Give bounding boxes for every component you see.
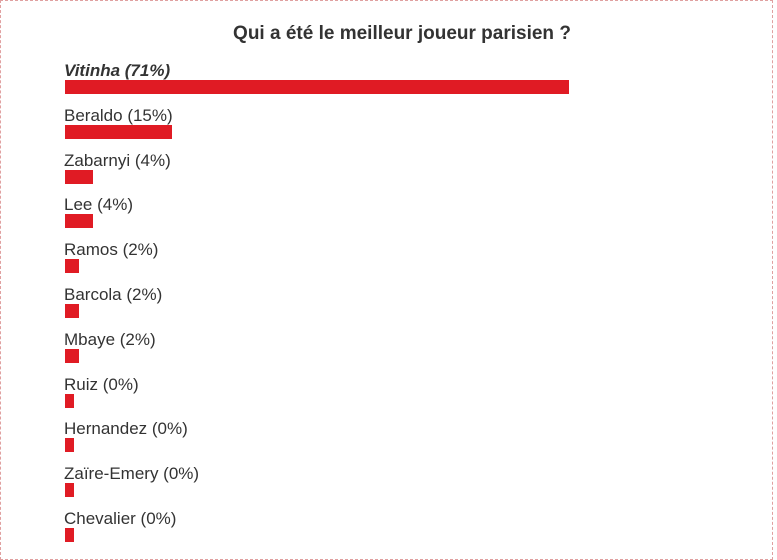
poll-result-bar	[65, 393, 74, 408]
poll-option: Zabarnyi (4%)	[64, 151, 714, 196]
poll-result-bar	[65, 259, 79, 274]
poll-option: Beraldo (15%)	[64, 106, 714, 151]
poll-result-bar	[65, 527, 74, 542]
poll-option: Chevalier (0%)	[64, 509, 714, 554]
poll-result-bar	[65, 303, 79, 318]
poll-option: Vitinha (71%)	[64, 61, 714, 106]
poll-option-label: Zaïre-Emery (0%)	[64, 464, 200, 484]
poll-option: Mbaye (2%)	[64, 330, 714, 375]
poll-option: Ramos (2%)	[64, 240, 714, 285]
poll-option: Hernandez (0%)	[64, 419, 714, 464]
poll-result-bar	[65, 214, 93, 229]
poll-option-label: Vitinha (71%)	[64, 61, 171, 80]
poll-result-bar	[65, 124, 172, 139]
poll-option-label: Mbaye (2%)	[64, 329, 156, 349]
poll-option-label: Lee (4%)	[64, 195, 133, 215]
poll-option-label: Barcola (2%)	[64, 284, 163, 304]
poll-result-bar	[65, 483, 74, 498]
poll-option-label: Chevalier (0%)	[64, 508, 177, 528]
poll-option: Barcola (2%)	[64, 285, 714, 330]
poll-option-label: Ruiz (0%)	[64, 374, 139, 394]
poll-results: Vitinha (71%) Beraldo (15%) Zabarnyi (4%) L…	[64, 61, 714, 554]
poll-option: Ruiz (0%)	[64, 375, 714, 420]
poll-option: Zaïre-Emery (0%)	[64, 464, 714, 509]
poll-result-bar	[65, 169, 93, 184]
poll-result-bar	[65, 438, 74, 453]
poll-result-bar	[65, 348, 79, 363]
poll-title: Qui a été le meilleur joueur parisien ?	[233, 23, 571, 44]
poll-result-bar	[65, 80, 569, 94]
poll-option-label: Zabarnyi (4%)	[64, 150, 171, 170]
poll-option: Lee (4%)	[64, 195, 714, 240]
poll-option-label: Hernandez (0%)	[64, 419, 188, 439]
poll-option-label: Ramos (2%)	[64, 240, 159, 260]
poll-option-label: Beraldo (15%)	[64, 105, 173, 125]
